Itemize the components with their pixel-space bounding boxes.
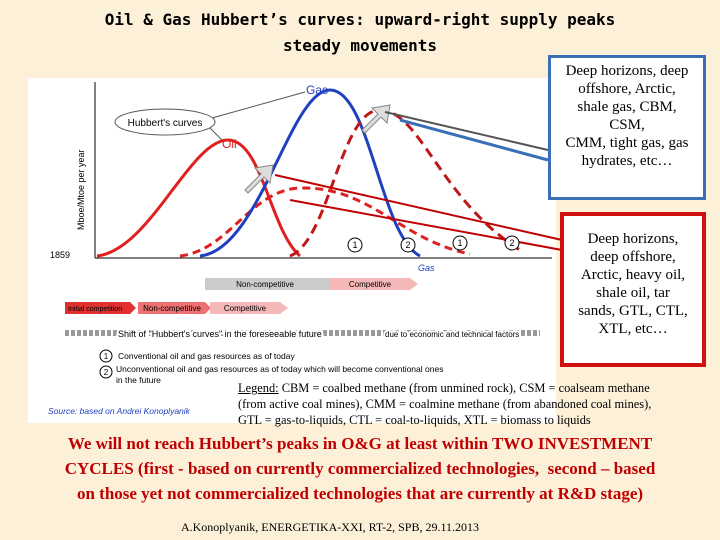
title: steady movements: [282, 36, 438, 55]
box-line: deep offshore,: [590, 249, 676, 265]
shift-text: Shift of "Hubbert's curves" in the fores…: [118, 329, 322, 339]
shift-arrow: [361, 104, 391, 134]
box-line: offshore, Arctic,: [578, 81, 676, 97]
legend: Legend: CBM = coalbed methane (from unmi…: [238, 380, 651, 428]
key-text: Unconventional oil and gas resources as …: [116, 364, 444, 385]
marker-label: 1: [352, 240, 357, 250]
marker-label: 1: [457, 238, 462, 248]
legend-line: CBM = coalbed methane (from unmined rock…: [278, 381, 650, 395]
box-line: sands, GTL, CTL,: [578, 303, 688, 319]
box-line: XTL, etc…: [598, 321, 668, 337]
pointer: [209, 127, 223, 141]
legend-line: GTL = gas-to-liquids, CTL = coal-to-liqu…: [238, 413, 591, 427]
legend-line: (from active coal mines), CMM = coalmine…: [238, 397, 652, 411]
box-line: shale oil, tar: [596, 285, 670, 301]
band-label: Non-competitive: [143, 304, 201, 313]
footer: A.Konoplyanik, ENERGETIKA-XXI, RT-2, SPB…: [180, 520, 480, 534]
marker: [99, 365, 113, 379]
oil-label: Oil: [222, 137, 237, 151]
source: Source: based on Andrei Konoplyanik: [48, 406, 191, 416]
oil-curve: [96, 138, 302, 258]
band: [210, 302, 288, 314]
hubbert-label: Hubbert's curves: [128, 118, 203, 129]
band: [205, 278, 338, 290]
legend-label: Legend:: [238, 381, 279, 395]
box-line: CSM,: [609, 117, 645, 133]
marker: [347, 237, 363, 253]
box-line: Deep horizons, deep: [565, 63, 689, 79]
factors-text: due to economic and technical factors: [385, 330, 519, 339]
marker-label: 1: [104, 352, 109, 361]
oil-box: Deep horizons, deep offshore, Arctic, he…: [560, 212, 706, 367]
band: [138, 302, 211, 314]
marker: [504, 235, 520, 251]
box-line: CMM, tight gas, gas: [565, 135, 689, 151]
box-line: shale gas, CBM,: [577, 99, 677, 115]
start-year: 1859: [50, 250, 70, 260]
marker: [400, 237, 416, 253]
marker-label: 2: [405, 240, 410, 250]
conclusion-line: CYCLES (first - based on currently comme…: [64, 459, 656, 478]
marker: [99, 349, 113, 363]
gas-box: Deep horizons, deep offshore, Arctic, sh…: [548, 55, 706, 200]
marker: [452, 235, 468, 251]
gas-curve: [199, 88, 421, 258]
conclusion-line: on those yet not commercialized technolo…: [76, 484, 644, 503]
band: [65, 302, 136, 314]
hubbert-bubble: [114, 108, 216, 136]
callout-line: [384, 111, 549, 151]
band-label: Initial competition: [68, 306, 122, 313]
key-text: Conventional oil and gas resources as of…: [118, 351, 295, 361]
title: Oil & Gas Hubbert’s curves: upward-right…: [104, 10, 616, 29]
box-line: Deep horizons,: [587, 231, 679, 247]
callout-arrow: [399, 118, 549, 162]
box-line: Arctic, heavy oil,: [580, 267, 686, 283]
y-axis-label: Mboe/Mtoe per year: [76, 149, 86, 230]
marker-label: 2: [104, 368, 109, 377]
pointer: [211, 91, 306, 119]
gas-axis-label: Gas: [418, 263, 435, 273]
key-text-wrap: Unconventional oil and gas resources as …: [116, 364, 444, 385]
gas-label: Gas: [306, 83, 328, 97]
band: [330, 278, 418, 290]
band-label: Non-competitive: [236, 280, 294, 289]
conclusion-line: We will not reach Hubbert’s peaks in O&G…: [67, 434, 653, 453]
shift-arrow: [244, 164, 274, 194]
marker-label: 2: [509, 238, 514, 248]
box-line: hydrates, etc…: [581, 153, 673, 169]
band-label: Competitive: [224, 304, 267, 313]
callout-line: [274, 174, 563, 241]
band-label: Competitive: [349, 280, 392, 289]
